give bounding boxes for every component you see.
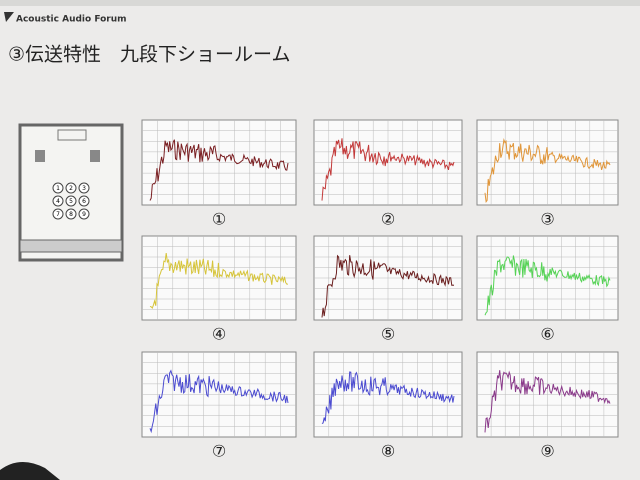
response-curve xyxy=(321,254,455,318)
seat-label: 3 xyxy=(82,185,86,192)
seat-label: 4 xyxy=(56,198,60,205)
response-panel xyxy=(313,119,463,206)
floorplan-speaker xyxy=(35,150,45,162)
response-curve xyxy=(321,138,455,201)
response-panel xyxy=(476,235,619,321)
response-curve xyxy=(484,137,611,203)
panel-label: ② xyxy=(381,210,395,229)
panel-label: ① xyxy=(212,210,226,229)
response-panel xyxy=(476,119,619,206)
panel-label: ⑦ xyxy=(212,442,226,461)
response-curve xyxy=(484,370,611,433)
logo-text: Acoustic Audio Forum xyxy=(16,15,127,25)
response-panel xyxy=(141,351,297,438)
seat xyxy=(65,195,77,207)
response-curve xyxy=(149,369,289,434)
seat xyxy=(78,182,90,194)
seat-label: 9 xyxy=(82,211,86,218)
response-panel xyxy=(476,351,619,438)
seat xyxy=(78,195,90,207)
seat-label: 7 xyxy=(56,211,60,218)
panel-label: ⑥ xyxy=(540,325,554,344)
response-panel xyxy=(313,351,463,438)
response-curve xyxy=(149,253,288,309)
logo-mark xyxy=(4,12,14,22)
seat xyxy=(52,208,64,220)
seat-label: 8 xyxy=(69,211,73,218)
response-panel xyxy=(141,119,297,206)
response-panel xyxy=(313,235,463,321)
seat xyxy=(65,208,77,220)
seat xyxy=(52,182,64,194)
panel-label: ⑨ xyxy=(540,442,554,461)
audience-silhouette xyxy=(0,461,60,480)
panel-label: ④ xyxy=(212,325,226,344)
response-curve xyxy=(321,371,455,425)
response-panel xyxy=(141,235,297,321)
panel-label: ⑧ xyxy=(381,442,395,461)
seat-label: 1 xyxy=(56,185,60,192)
floorplan-speaker xyxy=(90,150,100,162)
seat-label: 6 xyxy=(82,198,86,205)
seat-label: 5 xyxy=(69,198,73,205)
panel-label: ③ xyxy=(540,210,554,229)
seat xyxy=(78,208,90,220)
seat-label: 2 xyxy=(69,185,73,192)
seat xyxy=(65,182,77,194)
seat xyxy=(52,195,64,207)
slide-title: ③伝送特性 九段下ショールーム xyxy=(8,44,290,66)
floorplan xyxy=(18,123,124,262)
top-edge xyxy=(0,0,640,6)
floorplan-rack xyxy=(57,129,87,141)
response-curve xyxy=(149,139,289,201)
floorplan-bottom-wall xyxy=(19,239,123,253)
response-curve xyxy=(484,255,611,316)
panel-label: ⑤ xyxy=(381,325,395,344)
